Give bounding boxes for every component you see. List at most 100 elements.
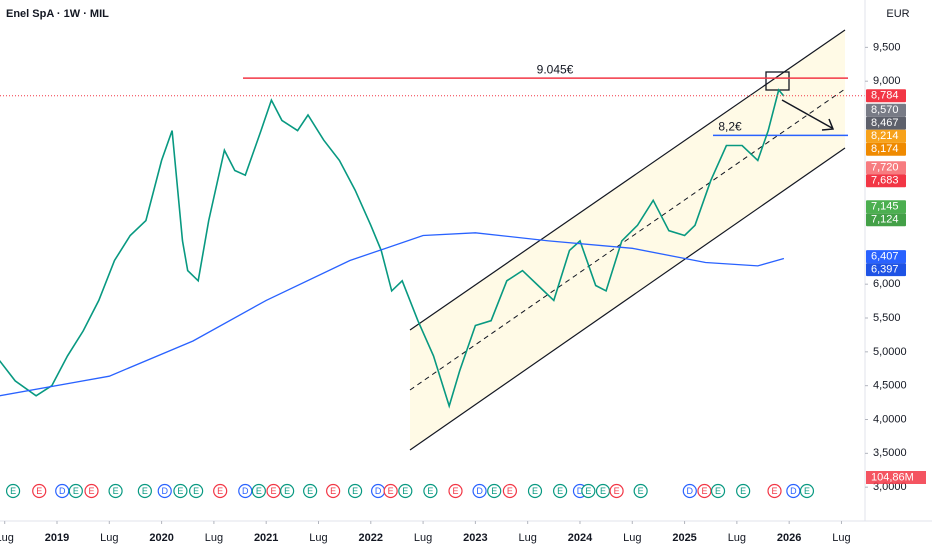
price-line [0, 232, 785, 397]
event-marker [347, 483, 363, 499]
event-marker [251, 483, 266, 499]
event-marker [68, 483, 83, 499]
x-tick-label: 2022 [359, 532, 383, 544]
x-tick-label: Lug [519, 532, 537, 544]
arrow [781, 99, 833, 129]
x-tick-label: Lug [309, 532, 327, 544]
price-label-box [866, 161, 906, 175]
event-marker [398, 483, 413, 499]
event-label: E [217, 486, 223, 496]
event-label: E [193, 486, 199, 496]
event-marker [502, 483, 518, 499]
event-marker [108, 483, 123, 499]
event-label: E [330, 486, 336, 496]
price-label-box [866, 213, 906, 227]
volume-label-box [866, 471, 926, 484]
event-label: E [600, 486, 606, 496]
price-label-box [866, 263, 906, 277]
event-marker [173, 483, 188, 499]
price-label: 8,214 [871, 130, 899, 142]
x-tick-label: 2020 [149, 532, 173, 544]
event-marker [303, 483, 318, 499]
event-marker [157, 483, 172, 499]
price-label: 7,683 [871, 175, 899, 187]
x-tick-label: 2024 [568, 532, 593, 544]
price-label: 7,720 [871, 162, 899, 174]
event-label: E [271, 486, 277, 496]
price-label-box [866, 174, 906, 188]
x-tick-label: Lug [0, 532, 14, 544]
event-label: D [161, 486, 168, 496]
price-label: 7,145 [871, 201, 899, 213]
y-tick-label: 5,500 [873, 312, 901, 324]
x-tick-label: Lug [100, 532, 118, 544]
event-label: E [638, 486, 644, 496]
y-tick-label: 4,0000 [873, 413, 907, 425]
event-marker [189, 483, 204, 499]
event-label: E [388, 486, 394, 496]
event-marker [213, 483, 228, 499]
volume-label: 104,86M [871, 471, 914, 483]
event-marker [326, 483, 341, 499]
event-label: E [701, 486, 707, 496]
channel-upper [409, 29, 846, 331]
x-tick-label: 2025 [672, 532, 696, 544]
price-label-box [866, 103, 906, 117]
price-label-box [866, 89, 906, 103]
event-label: D [375, 486, 382, 496]
event-label: E [557, 486, 563, 496]
x-tick-label: Lug [414, 532, 432, 544]
channel-lower [409, 147, 846, 451]
event-label: E [307, 486, 313, 496]
x-tick-label: Lug [832, 532, 850, 544]
event-marker [710, 483, 726, 499]
event-label: D [790, 486, 797, 496]
event-marker [609, 483, 624, 499]
currency: EUR [886, 8, 909, 20]
x-tick-label: 2026 [777, 532, 801, 544]
event-label: E [10, 486, 16, 496]
event-label: E [427, 486, 433, 496]
x-tick-label: 2023 [463, 532, 487, 544]
level-label: 9.045€ [537, 62, 574, 76]
event-marker [487, 483, 502, 499]
price-label: 8,174 [871, 143, 899, 155]
event-marker [799, 483, 815, 499]
event-label: E [772, 486, 778, 496]
y-tick-label: 9,500 [873, 41, 901, 53]
event-marker [767, 483, 782, 499]
price-label-box [866, 250, 906, 264]
event-label: E [89, 486, 95, 496]
price-label: 8,467 [871, 117, 899, 129]
x-tick-label: Lug [728, 532, 746, 544]
event-marker [527, 483, 543, 499]
x-tick-label: Lug [623, 532, 641, 544]
event-label: E [614, 486, 620, 496]
y-tick-label: 6,000 [873, 278, 901, 290]
channel-mid [409, 88, 846, 391]
event-marker [553, 483, 568, 499]
event-marker [682, 483, 697, 499]
event-label: E [453, 486, 459, 496]
y-tick-label: 3,0000 [873, 481, 907, 493]
x-tick-label: 2019 [45, 532, 69, 544]
event-label: E [36, 486, 42, 496]
event-marker [280, 483, 295, 499]
level-label: 8,2€ [718, 119, 742, 133]
event-marker [581, 483, 596, 499]
event-label: E [142, 486, 148, 496]
event-label: E [352, 486, 358, 496]
event-label: E [715, 486, 721, 496]
event-label: E [284, 486, 290, 496]
event-marker [633, 483, 648, 499]
event-label: E [256, 486, 262, 496]
y-tick-label: 4,5000 [873, 380, 907, 392]
event-marker [383, 483, 398, 499]
event-marker [84, 483, 99, 499]
price-label: 8,570 [871, 104, 899, 116]
event-marker [32, 483, 47, 499]
arrow-head [821, 118, 835, 131]
event-marker [137, 483, 152, 499]
